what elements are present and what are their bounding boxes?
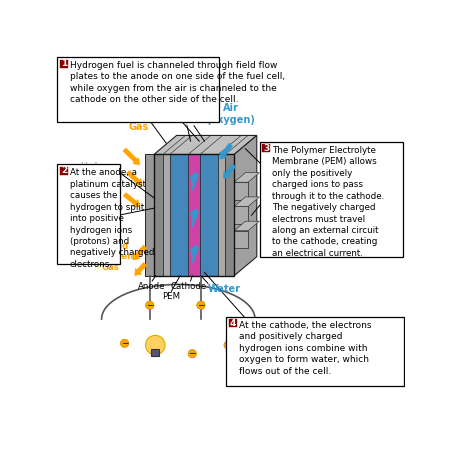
Text: Cathode: Cathode <box>171 282 207 291</box>
FancyBboxPatch shape <box>262 144 270 153</box>
Circle shape <box>188 350 197 358</box>
Text: 3: 3 <box>263 144 270 153</box>
Polygon shape <box>200 154 218 276</box>
Polygon shape <box>234 221 259 231</box>
Polygon shape <box>154 135 257 154</box>
Text: At the anode, a
platinum catalyst
causes the
hydrogen to split
into positive
hyd: At the anode, a platinum catalyst causes… <box>70 168 154 269</box>
Text: 1: 1 <box>61 59 67 68</box>
Polygon shape <box>188 154 200 276</box>
FancyBboxPatch shape <box>226 317 404 386</box>
Text: Air
(oxygen): Air (oxygen) <box>206 104 255 125</box>
FancyBboxPatch shape <box>57 57 219 122</box>
FancyBboxPatch shape <box>151 349 159 356</box>
Text: Oxygen
Flow Field: Oxygen Flow Field <box>262 162 304 181</box>
Polygon shape <box>170 154 188 276</box>
FancyBboxPatch shape <box>229 320 237 328</box>
FancyBboxPatch shape <box>60 59 68 68</box>
Circle shape <box>145 335 165 355</box>
Polygon shape <box>163 154 170 276</box>
Polygon shape <box>234 182 248 199</box>
Polygon shape <box>234 135 257 276</box>
Circle shape <box>197 301 205 309</box>
Circle shape <box>224 341 232 349</box>
Text: 4: 4 <box>230 319 236 328</box>
Circle shape <box>145 301 154 309</box>
Polygon shape <box>154 154 163 276</box>
Polygon shape <box>218 154 225 276</box>
Text: Hydrogen
Flow Field: Hydrogen Flow Field <box>81 162 123 181</box>
Text: −: − <box>121 339 128 348</box>
FancyBboxPatch shape <box>60 167 68 175</box>
Text: Hydrogen
Gas: Hydrogen Gas <box>112 110 165 132</box>
Text: At the cathode, the electrons
and positively charged
hydrogen ions combine with
: At the cathode, the electrons and positi… <box>239 321 372 376</box>
Text: Water: Water <box>208 284 241 294</box>
FancyBboxPatch shape <box>260 142 403 257</box>
Text: Hydrogen fuel is channeled through field flow
plates to the anode on one side of: Hydrogen fuel is channeled through field… <box>70 61 285 104</box>
Circle shape <box>121 339 129 347</box>
Text: 2: 2 <box>61 166 67 176</box>
Text: −: − <box>146 301 153 310</box>
FancyBboxPatch shape <box>57 164 120 264</box>
Text: −: − <box>225 341 232 350</box>
Text: The Polymer Electrolyte
Membrane (PEM) allows
only the positively
charged ions t: The Polymer Electrolyte Membrane (PEM) a… <box>272 146 384 258</box>
Polygon shape <box>225 154 234 276</box>
Text: Backing
Layers: Backing Layers <box>171 106 206 125</box>
Text: −: − <box>189 349 196 358</box>
Polygon shape <box>234 207 248 224</box>
Polygon shape <box>234 197 259 207</box>
Polygon shape <box>234 173 259 182</box>
Text: PEM: PEM <box>162 292 180 302</box>
Text: Unused
Hydrogen
Gas: Unused Hydrogen Gas <box>86 242 134 272</box>
Polygon shape <box>145 154 154 276</box>
Text: −: − <box>197 301 205 310</box>
Polygon shape <box>234 231 248 248</box>
Text: Anode: Anode <box>139 282 166 291</box>
